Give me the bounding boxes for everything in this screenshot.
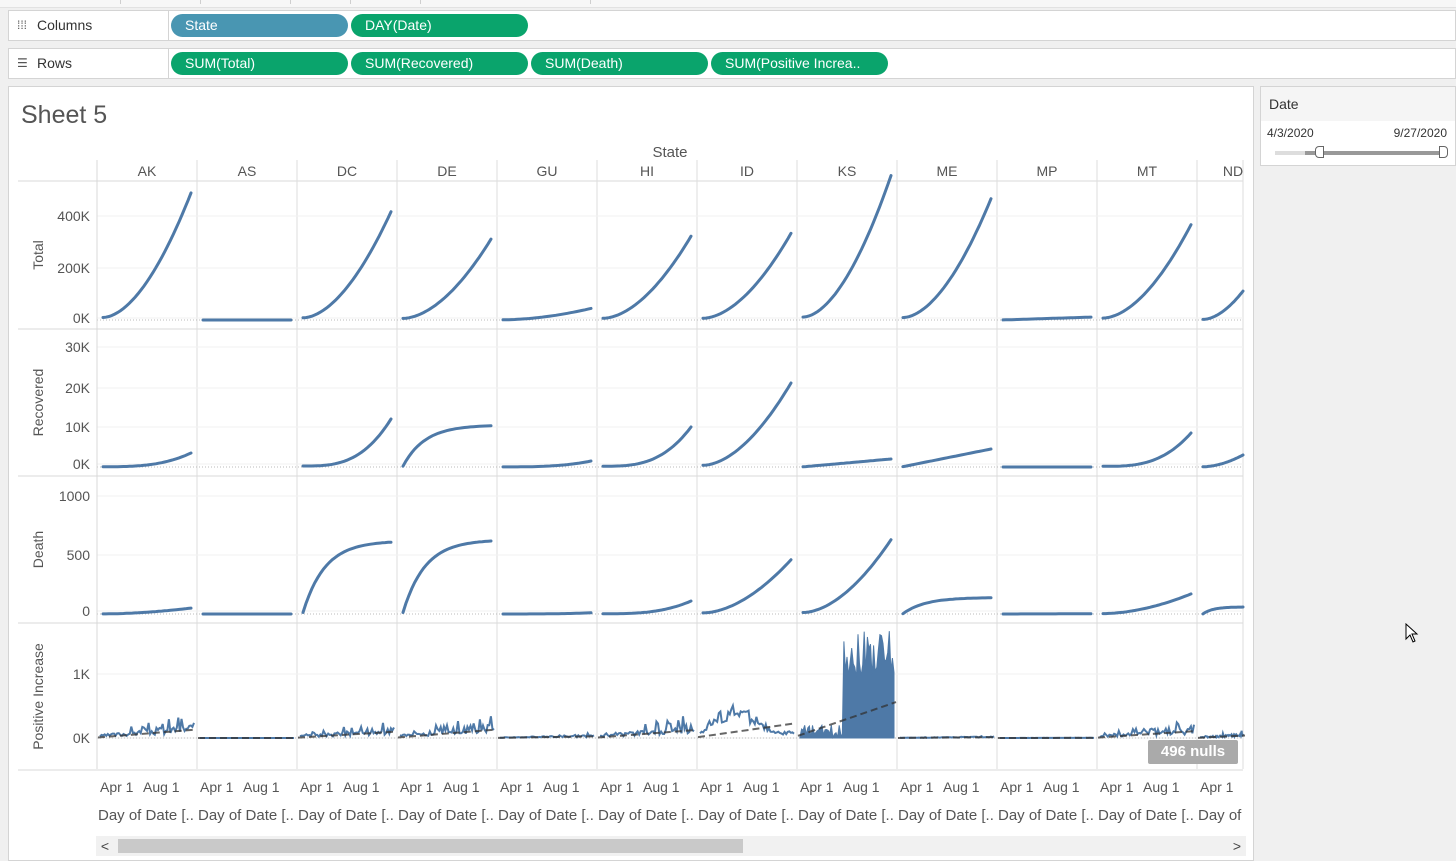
toolbar-separator bbox=[200, 0, 201, 4]
filter-title: Date bbox=[1269, 96, 1299, 112]
rows-icon: ☰ bbox=[17, 56, 28, 70]
worksheet-view[interactable]: Sheet 5 bbox=[8, 86, 1254, 861]
date-slider-range[interactable] bbox=[1305, 151, 1443, 155]
filter-min-date[interactable]: 4/3/2020 bbox=[1267, 126, 1314, 140]
date-slider-max-handle[interactable] bbox=[1439, 146, 1448, 158]
nulls-badge[interactable]: 496 nulls bbox=[1148, 740, 1238, 764]
rows-label-text: Rows bbox=[37, 55, 73, 71]
pill-sum-positive-increase[interactable]: SUM(Positive Increa.. bbox=[711, 52, 888, 75]
columns-label-text: Columns bbox=[37, 17, 93, 33]
pill-sum-death[interactable]: SUM(Death) bbox=[531, 52, 708, 75]
date-filter-card[interactable]: Date 4/3/2020 9/27/2020 bbox=[1260, 86, 1456, 166]
columns-shelf-label: ⁞⁞⁞ Columns bbox=[9, 11, 169, 40]
toolbar-separator bbox=[290, 0, 291, 4]
toolbar-separator bbox=[420, 0, 421, 4]
columns-shelf[interactable]: ⁞⁞⁞ Columns State DAY(Date) bbox=[8, 10, 1456, 41]
columns-icon: ⁞⁞⁞ bbox=[17, 18, 28, 32]
pill-state[interactable]: State bbox=[171, 14, 348, 37]
toolbar-separator bbox=[590, 0, 591, 4]
toolbar-separator bbox=[120, 0, 121, 4]
pill-day-date[interactable]: DAY(Date) bbox=[351, 14, 528, 37]
horizontal-scrollbar[interactable]: < > bbox=[96, 836, 1246, 856]
toolbar-separator bbox=[350, 0, 351, 4]
scroll-right-arrow[interactable]: > bbox=[1232, 838, 1242, 854]
filter-body: 4/3/2020 9/27/2020 bbox=[1261, 121, 1455, 165]
scroll-left-arrow[interactable]: < bbox=[100, 838, 110, 854]
top-toolbar-band bbox=[0, 0, 1456, 8]
pill-sum-recovered[interactable]: SUM(Recovered) bbox=[351, 52, 528, 75]
rows-shelf[interactable]: ☰ Rows SUM(Total) SUM(Recovered) SUM(Dea… bbox=[8, 48, 1456, 79]
filter-max-date[interactable]: 9/27/2020 bbox=[1393, 126, 1447, 140]
mouse-cursor-icon bbox=[1405, 623, 1419, 643]
pill-sum-total[interactable]: SUM(Total) bbox=[171, 52, 348, 75]
sheet-title: Sheet 5 bbox=[21, 101, 108, 129]
rows-shelf-label: ☰ Rows bbox=[9, 49, 169, 78]
scrollbar-thumb[interactable] bbox=[118, 839, 743, 853]
date-slider-min-handle[interactable] bbox=[1315, 146, 1324, 158]
